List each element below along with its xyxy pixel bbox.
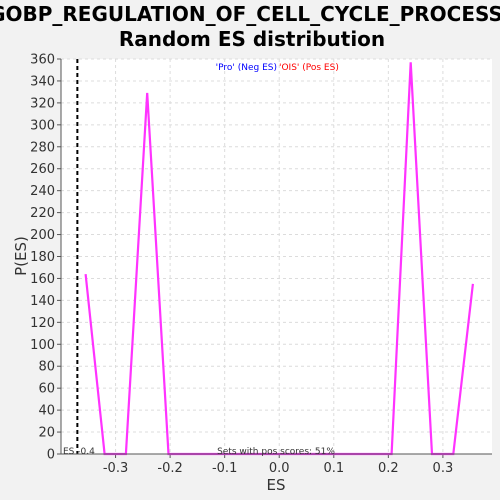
y-tick-label: 200 <box>30 228 55 243</box>
y-tick-label: 20 <box>38 426 55 441</box>
y-tick-label: 80 <box>38 360 55 375</box>
y-tick-label: 120 <box>30 316 55 331</box>
y-tick-label: 300 <box>30 118 55 133</box>
axis-ticks: 0 20 40 60 80 100 120 140 160 180 200 220 240 260 280 3… <box>30 53 453 477</box>
x-tick-label: -0.3 <box>103 461 128 476</box>
y-tick-label: 140 <box>30 294 55 309</box>
x-tick-label: 0.3 <box>433 461 454 476</box>
y-tick-label: 180 <box>30 250 55 265</box>
x-tick-label: 0.0 <box>269 461 290 476</box>
y-tick-label: 0 <box>47 448 55 463</box>
y-tick-label: 360 <box>30 53 55 68</box>
y-tick-label: 60 <box>38 382 55 397</box>
y-tick-label: 320 <box>30 96 55 111</box>
legend-neg-es: 'Pro' (Neg ES) <box>216 63 277 73</box>
chart-title-line-2: Random ES distribution <box>119 27 385 51</box>
pos-scores-note: Sets with pos scores: 51% <box>217 447 335 457</box>
y-tick-label: 260 <box>30 162 55 177</box>
chart-title-line-1: GOBP_REGULATION_OF_CELL_CYCLE_PROCESS: <box>0 2 500 26</box>
x-tick-label: -0.1 <box>212 461 237 476</box>
x-tick-label: 0.2 <box>378 461 399 476</box>
x-axis-label: ES <box>267 476 286 494</box>
y-axis-label: P(ES) <box>12 236 30 276</box>
y-tick-label: 240 <box>30 184 55 199</box>
actual-es-label: ES -0.4 <box>63 447 95 457</box>
y-tick-label: 100 <box>30 338 55 353</box>
y-tick-label: 40 <box>38 404 55 419</box>
legend-pos-es: 'OIS' (Pos ES) <box>279 63 339 73</box>
y-tick-label: 220 <box>30 206 55 221</box>
y-tick-label: 280 <box>30 140 55 155</box>
x-tick-label: -0.2 <box>157 461 182 476</box>
y-tick-label: 340 <box>30 74 55 89</box>
x-tick-label: 0.1 <box>323 461 344 476</box>
y-tick-label: 160 <box>30 272 55 287</box>
